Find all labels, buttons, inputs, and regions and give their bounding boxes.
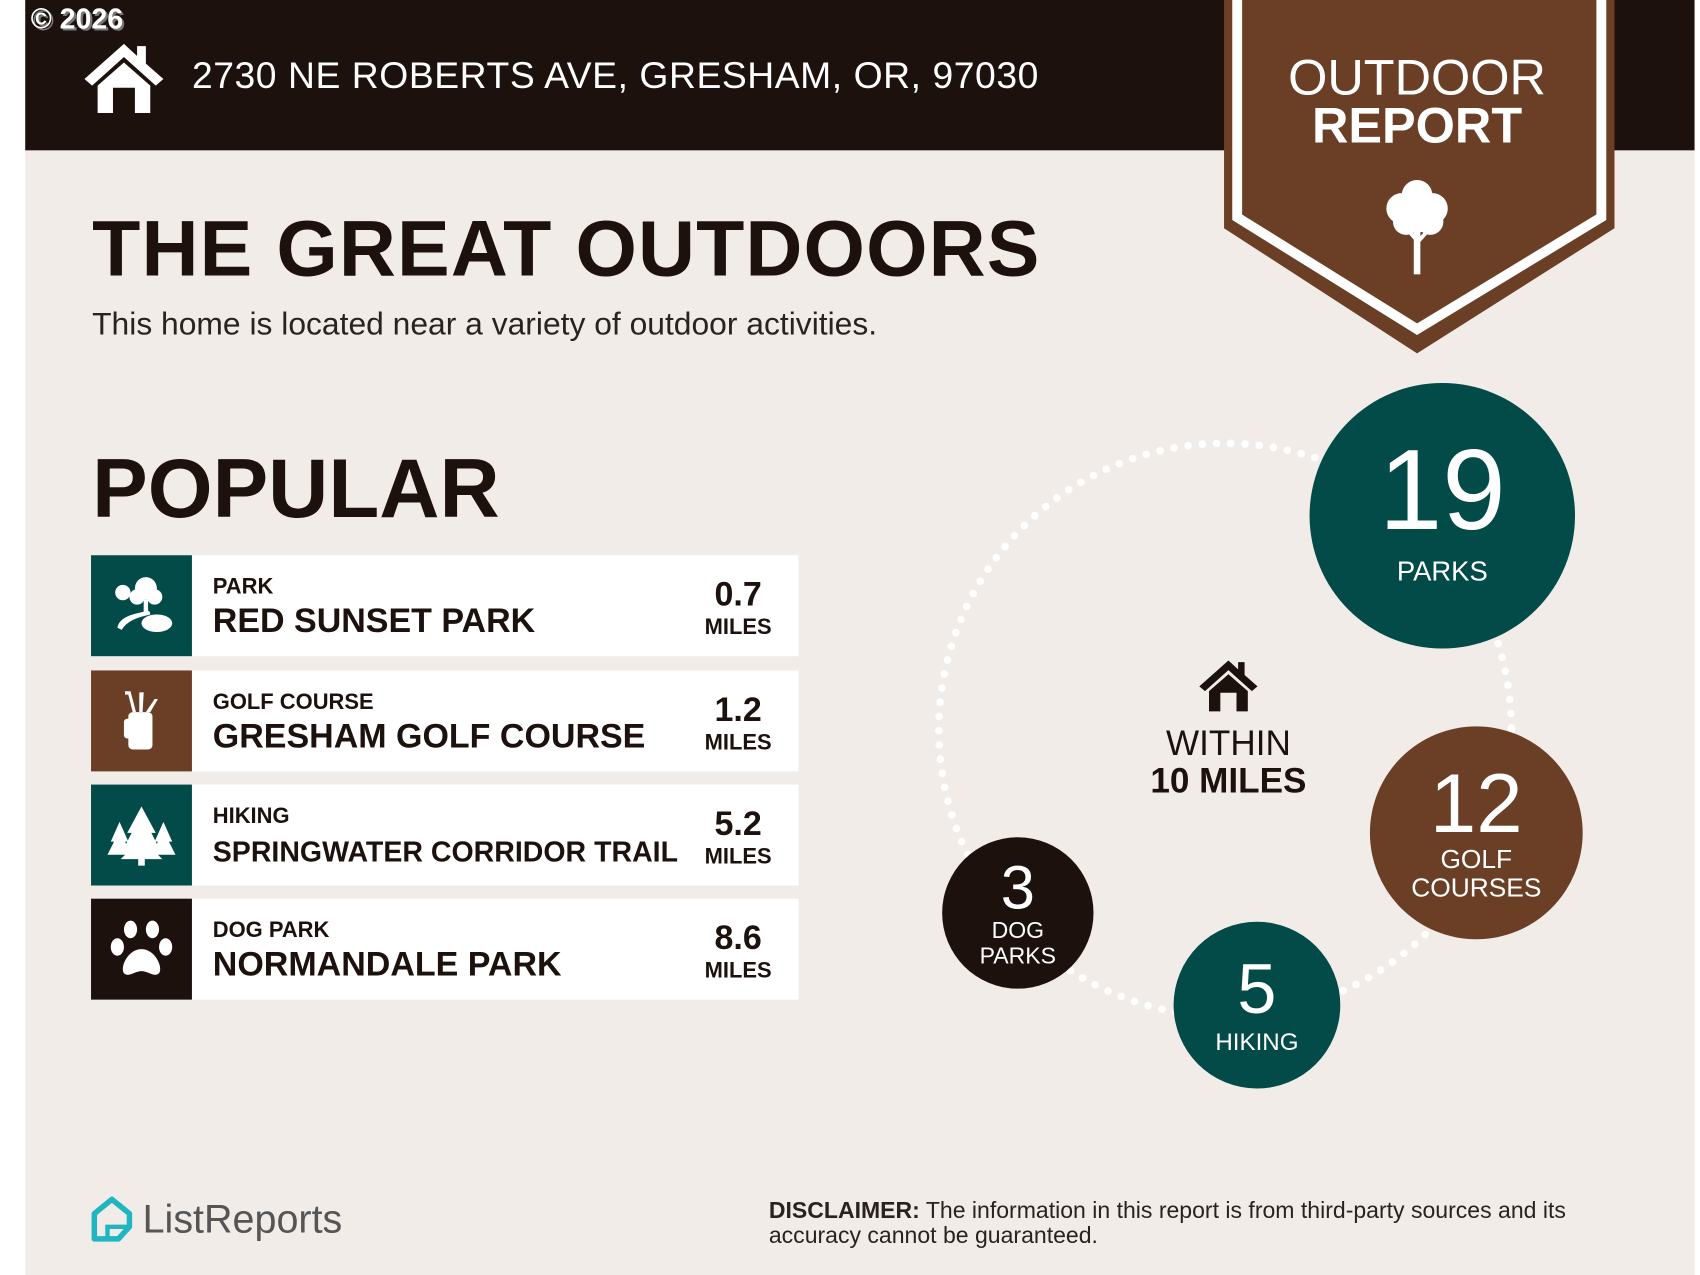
list-item: PARK RED SUNSET PARK 0.7 MILES — [91, 555, 799, 657]
outdoor-report-badge — [1224, 0, 1615, 354]
park-icon — [91, 555, 192, 657]
item-name: GRESHAM GOLF COURSE — [212, 716, 646, 755]
within-line1: WITHIN — [1166, 723, 1291, 763]
within-label: WITHIN 10 MILES — [1119, 724, 1338, 799]
badge-line1: OUTDOOR — [1288, 48, 1546, 106]
count-label: COURSES — [1411, 873, 1542, 904]
badge-title: OUTDOOR REPORT — [1224, 48, 1610, 154]
count-value: 3 — [1000, 852, 1035, 922]
house-icon — [84, 43, 164, 114]
parks-count-circle: 19 PARKS — [1309, 382, 1576, 649]
listreports-logo: ListReports — [90, 1196, 342, 1242]
item-category: GOLF COURSE — [212, 690, 374, 715]
count-label: HIKING — [1215, 1028, 1299, 1056]
count-label: PARKS — [979, 943, 1057, 969]
count-value: 5 — [1237, 949, 1277, 1029]
disclaimer: DISCLAIMER: The information in this repo… — [769, 1198, 1646, 1248]
count-label: GOLF — [1440, 844, 1513, 875]
popular-heading: POPULAR — [92, 442, 500, 536]
item-distance: 5.2 — [714, 804, 762, 843]
item-name: RED SUNSET PARK — [212, 601, 536, 640]
golf-bag-icon — [91, 670, 192, 772]
page-subtitle: This home is located near a variety of o… — [92, 307, 878, 343]
item-category: PARK — [212, 574, 274, 600]
item-distance: 8.6 — [714, 918, 762, 957]
item-unit: MILES — [704, 730, 772, 755]
count-label: DOG — [991, 918, 1045, 944]
item-unit: MILES — [704, 615, 772, 640]
dog-parks-count-circle: 3 DOG PARKS — [942, 837, 1094, 989]
within-line2: 10 MILES — [1150, 760, 1307, 800]
item-distance: 1.2 — [714, 690, 762, 729]
listreports-logo-icon — [91, 1196, 133, 1242]
item-unit: MILES — [704, 844, 772, 870]
tree-icon — [1386, 179, 1448, 275]
count-value: 19 — [1378, 426, 1506, 554]
copyright: © 2026 — [30, 2, 124, 36]
item-name: SPRINGWATER CORRIDOR TRAIL — [212, 835, 679, 868]
page-title: THE GREAT OUTDOORS — [92, 205, 1041, 293]
list-item: HIKING SPRINGWATER CORRIDOR TRAIL 5.2 MI… — [91, 784, 799, 886]
property-address: 2730 NE ROBERTS AVE, GRESHAM, OR, 97030 — [191, 54, 1039, 97]
house-icon — [1199, 660, 1258, 712]
count-value: 12 — [1429, 757, 1523, 851]
item-name: NORMANDALE PARK — [212, 944, 562, 984]
count-label: PARKS — [1396, 555, 1488, 587]
logo-text: ListReports — [142, 1196, 343, 1242]
item-unit: MILES — [704, 959, 772, 984]
item-distance: 0.7 — [714, 574, 762, 614]
golf-count-circle: 12 GOLF COURSES — [1369, 726, 1583, 940]
item-category: HIKING — [212, 804, 290, 829]
badge-line2: REPORT — [1311, 96, 1523, 154]
pine-trees-icon — [91, 784, 192, 886]
disclaimer-label: DISCLAIMER: — [768, 1198, 920, 1224]
hiking-count-circle: 5 HIKING — [1173, 921, 1341, 1089]
paw-icon — [91, 898, 192, 1000]
disclaimer-text: The information in this report is from t… — [768, 1198, 1566, 1249]
list-item: GOLF COURSE GRESHAM GOLF COURSE 1.2 MILE… — [91, 670, 799, 772]
item-category: DOG PARK — [212, 918, 330, 943]
list-item: DOG PARK NORMANDALE PARK 8.6 MILES — [91, 898, 799, 1000]
